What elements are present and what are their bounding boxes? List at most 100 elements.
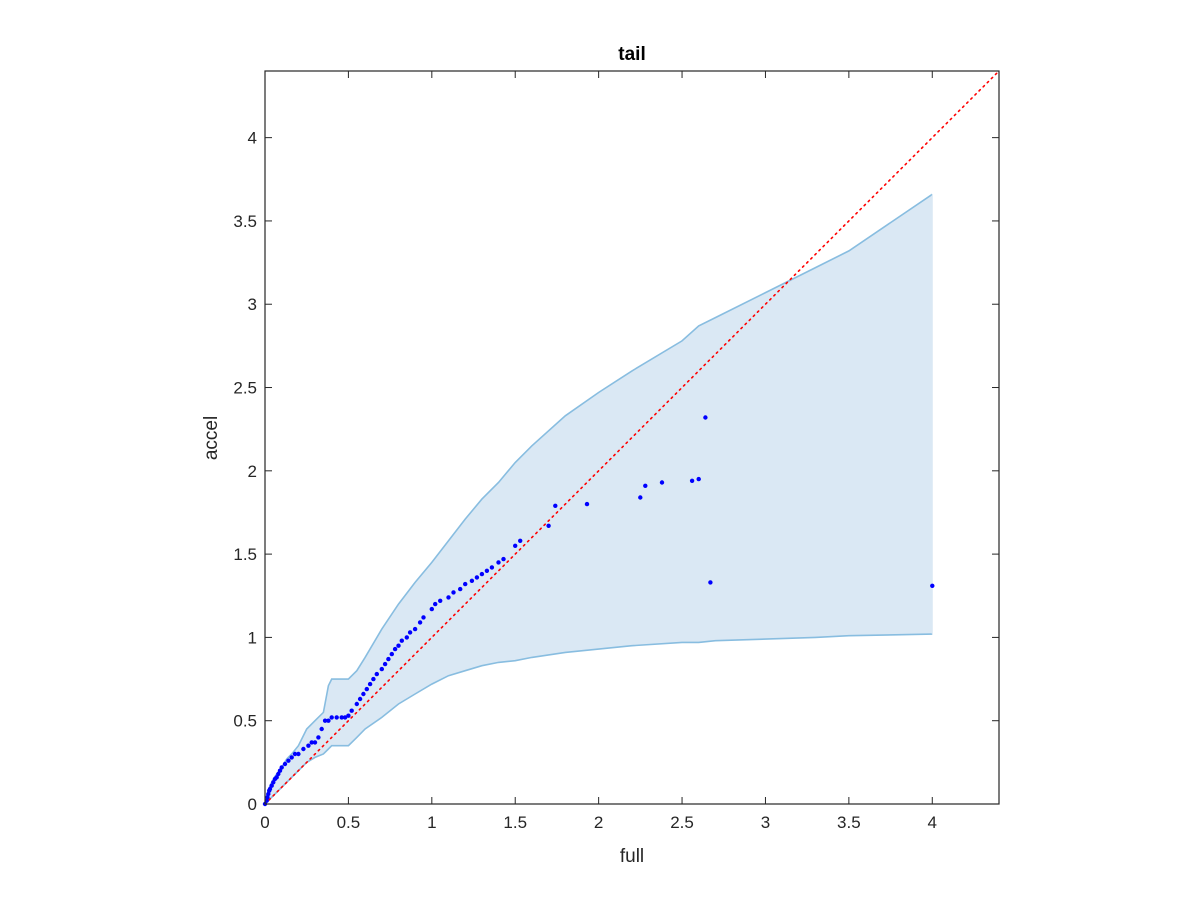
data-point xyxy=(469,578,475,583)
data-point xyxy=(638,495,643,500)
data-point xyxy=(433,601,438,607)
data-point xyxy=(584,501,590,507)
reference-line xyxy=(264,70,1000,805)
data-point xyxy=(513,543,518,548)
data-point xyxy=(277,768,283,773)
data-point xyxy=(269,783,274,788)
x-tick-label: 2.5 xyxy=(670,813,694,832)
data-point xyxy=(296,751,301,757)
data-point xyxy=(309,740,314,745)
data-point xyxy=(404,635,409,640)
y-tick-label: 2 xyxy=(248,462,257,481)
data-point xyxy=(306,743,311,748)
data-point xyxy=(438,598,443,603)
y-tick-label: 3 xyxy=(248,295,257,314)
data-point xyxy=(382,661,388,667)
data-point xyxy=(474,575,480,580)
x-tick-label: 1 xyxy=(427,813,436,832)
y-tick-label: 0.5 xyxy=(233,712,257,731)
data-point xyxy=(322,718,328,723)
x-tick-label: 0 xyxy=(260,813,269,832)
x-tick-label: 3.5 xyxy=(837,813,861,832)
data-point xyxy=(930,583,935,588)
x-tick-label: 1.5 xyxy=(503,813,527,832)
data-point xyxy=(319,726,324,732)
data-point xyxy=(326,718,331,723)
x-tick-label: 4 xyxy=(928,813,937,832)
data-point xyxy=(266,791,271,797)
data-point xyxy=(354,701,359,707)
x-tick-label: 3 xyxy=(761,813,770,832)
data-point xyxy=(399,638,404,643)
data-point xyxy=(484,568,490,573)
data-point xyxy=(412,626,418,632)
data-point xyxy=(446,595,451,600)
y-tick-label: 2.5 xyxy=(233,379,257,398)
data-point xyxy=(267,786,273,792)
band-fill xyxy=(265,194,933,805)
data-point xyxy=(463,581,468,587)
data-point xyxy=(392,646,398,652)
data-point xyxy=(274,775,279,780)
data-point xyxy=(271,780,276,785)
data-point xyxy=(407,630,413,635)
data-point xyxy=(496,560,501,565)
data-point xyxy=(689,478,695,483)
data-point xyxy=(429,606,434,612)
data-point xyxy=(316,735,321,740)
data-point xyxy=(282,761,288,767)
data-point xyxy=(696,476,701,482)
data-point xyxy=(371,676,376,682)
data-point xyxy=(364,686,369,692)
data-point xyxy=(659,480,665,485)
data-point xyxy=(292,751,298,757)
x-axis-label: full xyxy=(620,846,644,867)
x-tick-label: 2 xyxy=(594,813,603,832)
data-point xyxy=(417,620,423,625)
data-point xyxy=(276,771,281,777)
reference-line-y-equals-x xyxy=(264,70,1000,805)
data-point xyxy=(279,765,284,770)
data-point xyxy=(342,715,348,720)
data-point xyxy=(289,755,294,760)
data-point xyxy=(501,556,506,562)
x-tick-label: 0.5 xyxy=(337,813,361,832)
data-point xyxy=(312,740,318,745)
data-point xyxy=(708,580,713,585)
data-point xyxy=(703,415,708,420)
data-point xyxy=(349,708,354,713)
data-point xyxy=(334,715,339,720)
data-point xyxy=(546,523,551,528)
data-point xyxy=(379,666,384,672)
data-point xyxy=(286,758,291,763)
data-point xyxy=(553,503,558,508)
axes: 0 0.5 1 1.5 2 2.5 3 3.5 4 0 0.5 1 1.5 2 2.5 3 3.5 4 xyxy=(233,70,1000,832)
y-axis-label: accel xyxy=(201,416,222,460)
data-point xyxy=(361,691,366,697)
chart-title: tail xyxy=(618,44,645,65)
data-point xyxy=(458,586,463,592)
data-point xyxy=(329,715,334,720)
data-point xyxy=(421,615,426,620)
y-tick-label: 3.5 xyxy=(233,212,257,231)
axes-box xyxy=(264,70,1000,805)
data-point xyxy=(489,565,495,570)
y-tick-label: 0 xyxy=(248,795,257,814)
data-point xyxy=(389,651,394,657)
data-point xyxy=(265,795,270,800)
y-tick-label: 1 xyxy=(248,628,257,647)
data-point xyxy=(339,715,344,720)
data-point xyxy=(479,571,485,577)
data-point xyxy=(643,483,648,488)
data-points xyxy=(262,415,935,807)
data-point xyxy=(357,696,363,702)
data-point xyxy=(386,656,391,662)
data-point xyxy=(346,713,351,718)
y-tick-label: 1.5 xyxy=(233,545,257,564)
data-point xyxy=(367,681,373,687)
y-tick-label: 4 xyxy=(248,129,257,148)
data-point xyxy=(451,590,456,595)
data-point xyxy=(301,746,306,752)
data-point xyxy=(374,671,379,677)
